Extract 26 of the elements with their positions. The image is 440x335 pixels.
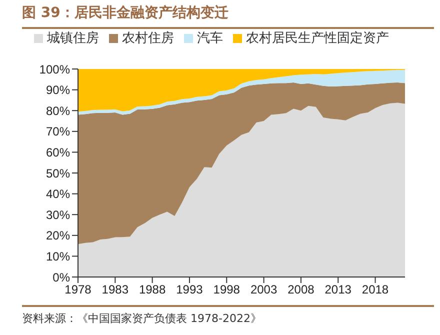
x-tick-label: 2008 [288,282,315,297]
x-tick-label: 1978 [64,282,92,297]
y-tick-label: 70% [46,124,70,139]
y-tick-label: 90% [46,83,70,98]
y-tick-label: 0% [52,270,70,284]
x-tick-label: 2013 [324,282,352,297]
y-tick-label: 100% [39,62,70,76]
legend-label: 农村住房 [122,31,174,46]
y-tick-label: 80% [46,104,70,118]
legend-label: 城镇住房 [47,31,99,46]
x-tick-label: 1983 [102,282,129,297]
y-tick-label: 50% [46,166,70,180]
x-tick-label: 2003 [250,282,278,297]
legend-label: 农村居民生产性固定资产 [246,31,389,46]
y-tick-label: 10% [46,249,70,264]
y-tick-label: 20% [46,228,70,243]
x-tick-label: 1988 [138,282,166,297]
x-tick-label: 1993 [176,282,204,297]
chart-title: 图 39：居民非金融资产结构变迁 [22,4,228,22]
text: 资料来源：《中国国家资产负债表 1978-2022》 [22,311,262,326]
y-tick-label: 30% [46,208,70,222]
x-tick-label: 1998 [213,282,240,297]
y-tick-label: 40% [46,187,70,202]
x-tick-label: 2018 [362,282,389,297]
y-tick-label: 60% [46,145,70,160]
legend-label: 汽车 [197,31,223,46]
